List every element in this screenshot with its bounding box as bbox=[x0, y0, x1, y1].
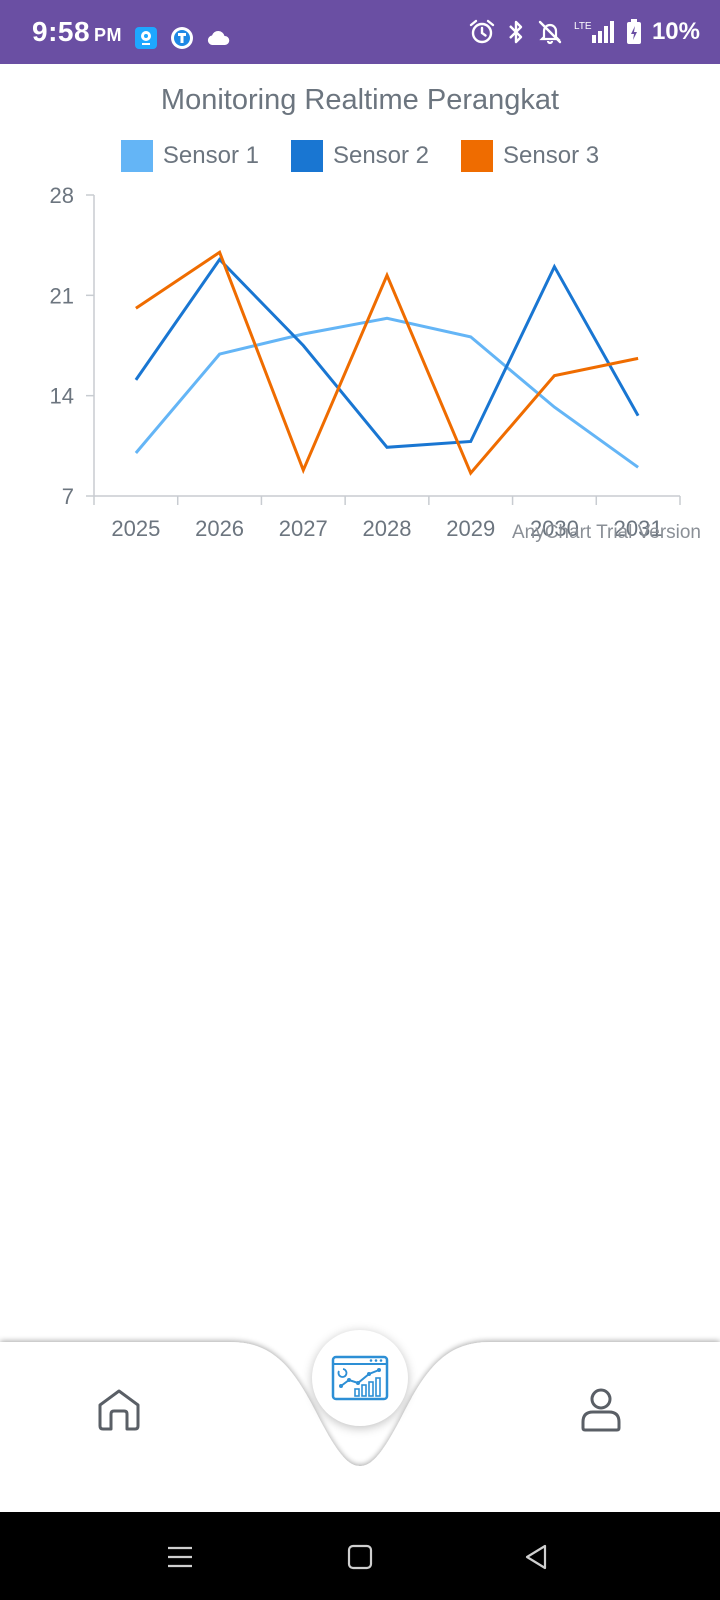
status-bar: 9:58 PM LTE 10% bbox=[0, 0, 720, 64]
x-tick-label: 2026 bbox=[195, 516, 244, 541]
legend-label: Sensor 3 bbox=[503, 142, 600, 169]
chart-title: Monitoring Realtime Perangkat bbox=[160, 84, 560, 116]
nav-dashboard-button[interactable] bbox=[312, 1330, 408, 1426]
menu-icon bbox=[168, 1546, 192, 1568]
cloud-icon bbox=[206, 29, 230, 47]
status-app-icons bbox=[134, 26, 230, 50]
series-line-3 bbox=[135, 250, 639, 476]
x-tick-label: 2030 bbox=[530, 516, 579, 541]
legend-label: Sensor 2 bbox=[332, 142, 430, 169]
bottom-nav-bar bbox=[0, 1342, 720, 1512]
line-chart: 28 21 14 7 2025 2026 2027 2028 2029 2030 2031AnyCh… bbox=[50, 183, 701, 543]
y-tick-label: 14 bbox=[50, 384, 74, 409]
y-tick-label: 7 bbox=[62, 484, 74, 509]
system-menu-button[interactable] bbox=[163, 1540, 197, 1574]
system-back-button[interactable] bbox=[520, 1540, 554, 1574]
legend-label: Sensor 1 bbox=[162, 142, 259, 169]
nav-profile-button[interactable] bbox=[578, 1386, 624, 1432]
x-tick-label: 2029 bbox=[446, 516, 495, 541]
home-icon bbox=[98, 1389, 140, 1431]
system-home-button[interactable] bbox=[343, 1540, 377, 1574]
nav-home-button[interactable] bbox=[96, 1386, 142, 1432]
legend-item[interactable]: Sensor 3 bbox=[461, 140, 599, 172]
status-right-icons: LTE 10% bbox=[468, 18, 700, 46]
legend-swatch bbox=[461, 140, 494, 172]
status-ampm: PM bbox=[94, 25, 123, 45]
home-square-icon bbox=[347, 1544, 373, 1570]
status-time: 9:58 PM bbox=[32, 16, 122, 48]
app-icon-1 bbox=[134, 26, 158, 50]
battery-charging-icon bbox=[626, 19, 642, 45]
chart-legend: Sensor 1 Sensor 2 Sensor 3 bbox=[0, 140, 720, 172]
legend-swatch bbox=[120, 140, 153, 172]
network-type: LTE bbox=[574, 21, 592, 32]
chart-watermark: AnyChart Trial Version bbox=[512, 522, 701, 543]
app-icon-2 bbox=[170, 26, 194, 50]
y-tick-label: 28 bbox=[50, 183, 74, 208]
x-tick-label: 2027 bbox=[279, 516, 328, 541]
bell-off-icon bbox=[536, 18, 564, 46]
back-icon bbox=[525, 1544, 547, 1570]
legend-item[interactable]: Sensor 2 bbox=[290, 140, 430, 172]
chart-container: Monitoring Realtime Perangkat Sensor 1 Se… bbox=[0, 64, 720, 584]
system-nav-bar bbox=[0, 1512, 720, 1600]
profile-icon bbox=[581, 1388, 621, 1432]
status-time-text: 9:58 bbox=[32, 16, 91, 47]
x-tick-label: 2025 bbox=[111, 516, 160, 541]
alarm-icon bbox=[468, 18, 496, 46]
legend-swatch bbox=[290, 140, 323, 172]
battery-percent: 10% bbox=[651, 18, 700, 45]
legend-item[interactable]: Sensor 1 bbox=[120, 140, 259, 172]
dashboard-chart-icon bbox=[331, 1355, 389, 1401]
series-line-2 bbox=[134, 257, 640, 449]
x-tick-label: 2031 bbox=[614, 516, 663, 541]
series-line-1 bbox=[134, 316, 639, 469]
x-tick-label: 2028 bbox=[363, 516, 412, 541]
bluetooth-icon bbox=[506, 18, 526, 46]
y-tick-label: 21 bbox=[50, 283, 74, 308]
signal-icon: LTE bbox=[574, 19, 616, 45]
